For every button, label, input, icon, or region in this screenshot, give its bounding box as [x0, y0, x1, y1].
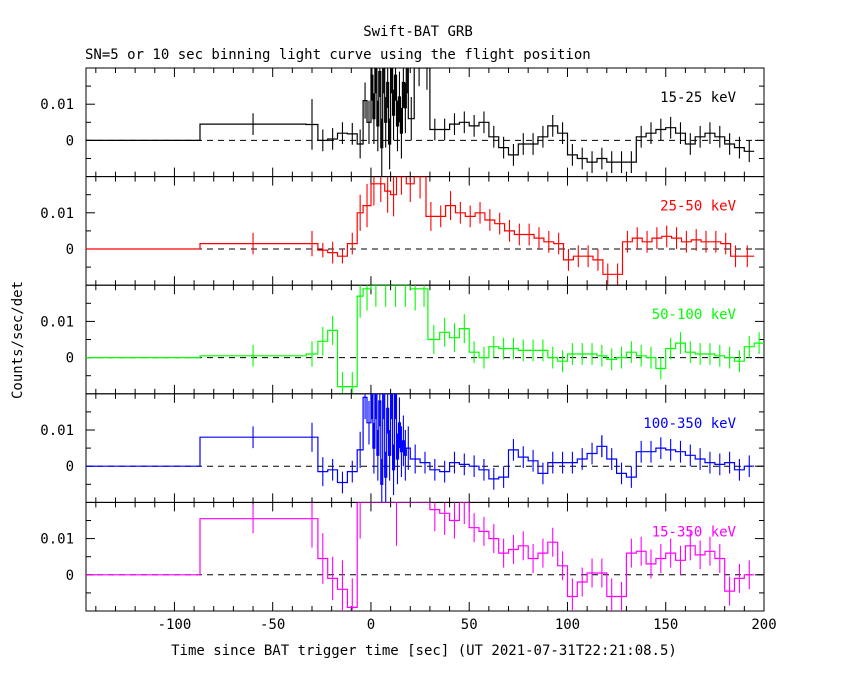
x-tick-label: 50 — [461, 617, 478, 633]
x-tick-label: 0 — [367, 617, 375, 633]
band-label: 100-350 keV — [643, 416, 736, 432]
y-tick-label: 0 — [66, 568, 74, 584]
y-tick-label: 0 — [66, 459, 74, 475]
series-line — [86, 176, 755, 275]
x-tick-label: -50 — [260, 617, 285, 633]
x-axis-label: Time since BAT trigger time [sec] (UT 20… — [171, 643, 677, 659]
band-label: 15-25 keV — [660, 90, 736, 106]
panel-frame — [85, 284, 765, 395]
panel-data — [86, 176, 755, 286]
panel-data — [86, 393, 755, 503]
panel-data — [86, 502, 755, 611]
series-line — [86, 285, 764, 388]
y-tick-label: 0 — [66, 242, 74, 258]
y-tick-label: 0.01 — [40, 206, 74, 222]
band-label: 25-50 keV — [660, 199, 736, 215]
panel-5: 0.01 0 15-350 keV — [40, 501, 765, 612]
y-tick-label: 0 — [66, 133, 74, 149]
x-tick-label: 200 — [751, 617, 776, 633]
panels: 0.01 0 15-25 keV 0.01 0 25-50 keV 0.01 0 50-100 … — [40, 67, 765, 612]
y-axis-label: Counts/sec/det — [10, 281, 26, 399]
y-tick-label: 0.01 — [40, 423, 74, 439]
x-tick-label: 100 — [555, 617, 580, 633]
panel-4: 0.01 0 100-350 keV — [40, 393, 765, 503]
series-line — [86, 393, 755, 485]
y-tick-label: 0.01 — [40, 532, 74, 548]
panel-1: 0.01 0 15-25 keV — [40, 67, 765, 178]
x-tick-labels: -100 -50 0 50 100 150 200 — [158, 617, 777, 633]
series-line — [86, 502, 755, 608]
y-tick-label: 0.01 — [40, 314, 74, 330]
chart-subtitle: SN=5 or 10 sec binning light curve using… — [85, 47, 591, 63]
panel-data — [86, 68, 755, 177]
panel-frame — [85, 501, 765, 612]
band-label: 15-350 keV — [652, 524, 737, 540]
x-tick-label: -100 — [158, 617, 192, 633]
y-tick-label: 0 — [66, 351, 74, 367]
y-tick-label: 0.01 — [40, 97, 74, 113]
series-line — [86, 68, 755, 163]
band-label: 50-100 keV — [652, 307, 737, 323]
panel-frame — [85, 176, 765, 286]
panel-data — [86, 285, 764, 394]
chart-title: Swift-BAT GRB — [363, 24, 473, 40]
panel-2: 0.01 0 25-50 keV — [40, 176, 765, 286]
panel-3: 0.01 0 50-100 keV — [40, 284, 765, 395]
x-tick-label: 150 — [653, 617, 678, 633]
panel-frame — [85, 67, 765, 178]
